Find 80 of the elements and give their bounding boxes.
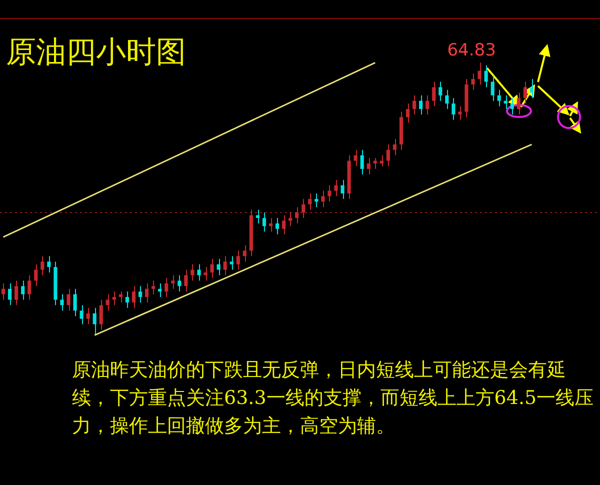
candlestick	[412, 94, 416, 115]
candlestick	[516, 92, 520, 115]
candlestick	[268, 217, 273, 232]
candlestick	[138, 286, 142, 303]
candlestick	[21, 280, 25, 300]
candlestick	[360, 149, 364, 175]
candlestick	[256, 209, 260, 224]
candlestick	[28, 274, 32, 300]
candlestick	[504, 94, 508, 110]
candlestick	[288, 212, 292, 227]
candlestick	[282, 214, 286, 235]
candlestick	[34, 264, 38, 287]
candlestick	[99, 299, 103, 330]
candlestick	[152, 280, 156, 295]
candlestick	[1, 282, 6, 300]
candlestick	[66, 288, 70, 312]
candlestick	[112, 291, 116, 306]
candlestick	[530, 78, 534, 99]
candlestick	[366, 158, 370, 175]
candlestick	[236, 250, 240, 270]
candlestick	[86, 307, 90, 325]
candlestick	[334, 179, 338, 197]
candlestick	[14, 280, 18, 306]
candlestick	[230, 256, 234, 270]
candlestick	[523, 81, 528, 104]
candlestick	[47, 256, 51, 273]
candlestick	[392, 138, 397, 156]
candlestick	[40, 256, 44, 276]
candlestick	[204, 266, 208, 282]
candlestick	[190, 264, 194, 282]
candlestick	[223, 256, 227, 276]
candlestick	[484, 64, 488, 88]
candlestick	[80, 304, 84, 325]
candlestick	[490, 76, 494, 102]
candlestick	[184, 269, 188, 292]
candlestick	[445, 89, 449, 110]
text: 原油昨天油价的下跌且无反弹，日内短线上可能还是会有延续，下方重点关注63.3一线的支撑，而短线上上方64.5一线压力，操作上回撤做多为主，高空为辅。	[72, 356, 597, 440]
candlestick	[106, 294, 110, 312]
candlestick	[478, 62, 482, 85]
candlestick	[386, 144, 390, 167]
candlestick	[510, 98, 514, 115]
candlestick	[275, 217, 280, 235]
candlestick	[314, 192, 318, 208]
candlestick	[216, 258, 220, 276]
candlestick	[497, 89, 501, 107]
candlestick	[145, 282, 149, 303]
candlestick	[197, 264, 201, 282]
candlestick	[426, 94, 430, 115]
candlestick	[73, 288, 77, 317]
candlestick	[452, 98, 456, 120]
candlestick	[92, 307, 96, 336]
candlestick	[406, 103, 410, 124]
candlestick	[60, 294, 64, 312]
candlestick	[125, 291, 130, 308]
candlestick	[373, 158, 377, 170]
candlestick	[118, 291, 122, 303]
candlestick	[340, 179, 344, 200]
candlestick	[158, 282, 162, 298]
candlestick	[380, 154, 384, 167]
candlestick	[302, 198, 306, 218]
candlestick	[295, 206, 299, 224]
candlestick	[8, 282, 12, 306]
candlestick	[438, 81, 442, 102]
candlestick	[171, 274, 175, 290]
candlestick	[432, 81, 436, 107]
text: 64.83	[447, 40, 496, 61]
chart-title: 原油四小时图	[6, 35, 186, 71]
candlestick	[458, 106, 462, 120]
candlestick	[210, 258, 214, 278]
candlestick	[132, 286, 136, 308]
candlestick	[354, 149, 358, 167]
candlestick	[471, 73, 475, 90]
candlestick	[321, 190, 325, 208]
candlestick	[178, 274, 182, 292]
candlestick	[308, 192, 312, 210]
candlestick	[262, 212, 266, 232]
candlestick	[242, 244, 246, 262]
candlestick	[164, 277, 168, 298]
candlestick	[419, 94, 423, 115]
candlestick	[328, 184, 332, 202]
